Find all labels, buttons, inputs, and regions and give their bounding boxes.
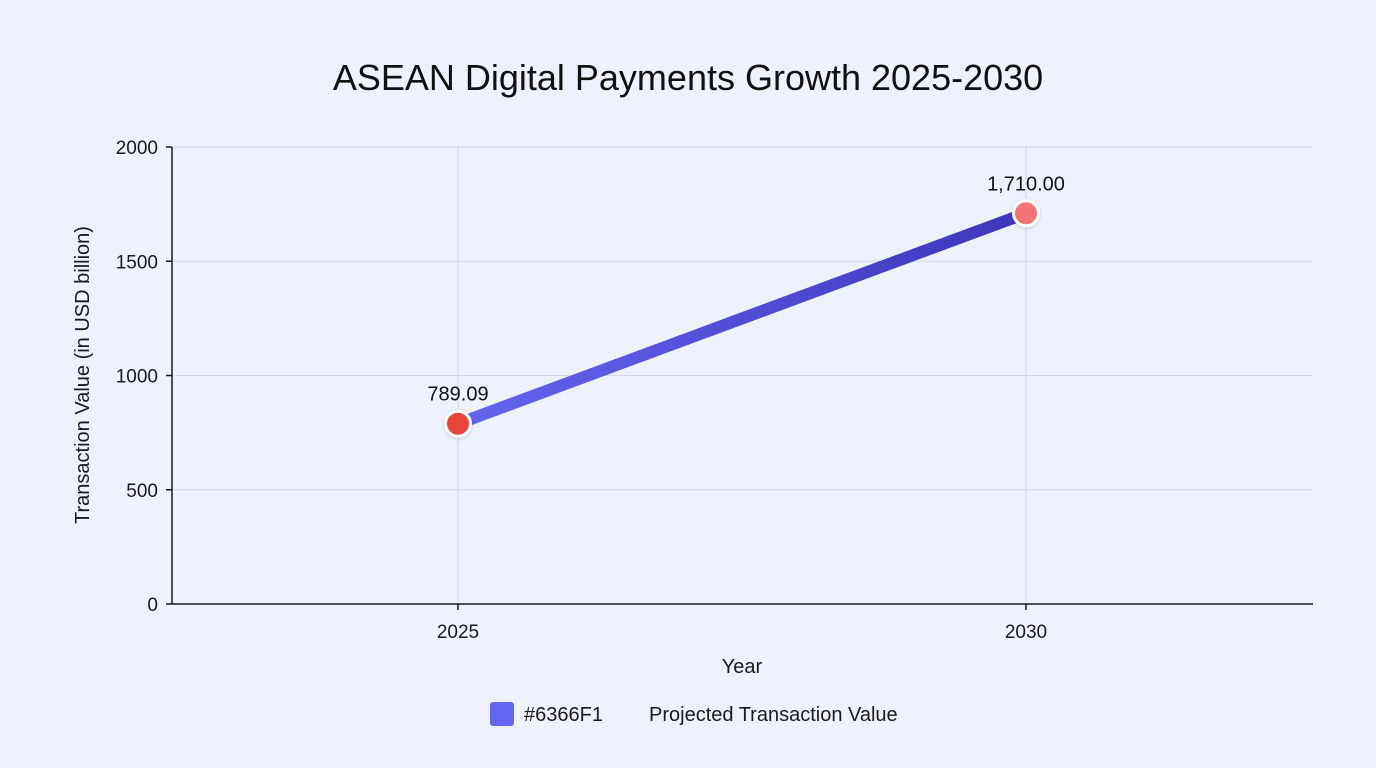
grid-lines <box>172 146 1313 604</box>
y-axis-ticks: 0 500 1000 1500 2000 <box>116 138 172 616</box>
legend-swatch <box>490 702 514 726</box>
y-axis-label: Transaction Value (in USD billion) <box>72 226 94 524</box>
x-tick-label: 2030 <box>1005 622 1047 643</box>
y-tick-label: 500 <box>126 481 158 502</box>
series-projected-transaction-value <box>444 199 1040 438</box>
legend: #6366F1 Projected Transaction Value <box>490 702 898 726</box>
y-tick-label: 1500 <box>116 252 158 273</box>
data-labels: 789.09 1,710.00 <box>427 173 1065 405</box>
x-axis-label: Year <box>722 656 763 678</box>
y-tick-label: 2000 <box>116 138 158 159</box>
series-line <box>452 207 1032 430</box>
legend-series-label: Projected Transaction Value <box>649 704 898 726</box>
chart-title: ASEAN Digital Payments Growth 2025-2030 <box>333 57 1043 98</box>
x-axis-ticks: 2025 2030 <box>437 604 1047 643</box>
data-label: 789.09 <box>427 384 488 406</box>
data-label: 1,710.00 <box>987 173 1065 195</box>
data-point-marker <box>444 409 472 438</box>
legend-color-text: #6366F1 <box>524 704 603 726</box>
y-tick-label: 0 <box>147 595 158 616</box>
y-tick-label: 1000 <box>116 367 158 388</box>
x-tick-label: 2025 <box>437 622 479 643</box>
data-point-marker <box>1012 199 1040 228</box>
